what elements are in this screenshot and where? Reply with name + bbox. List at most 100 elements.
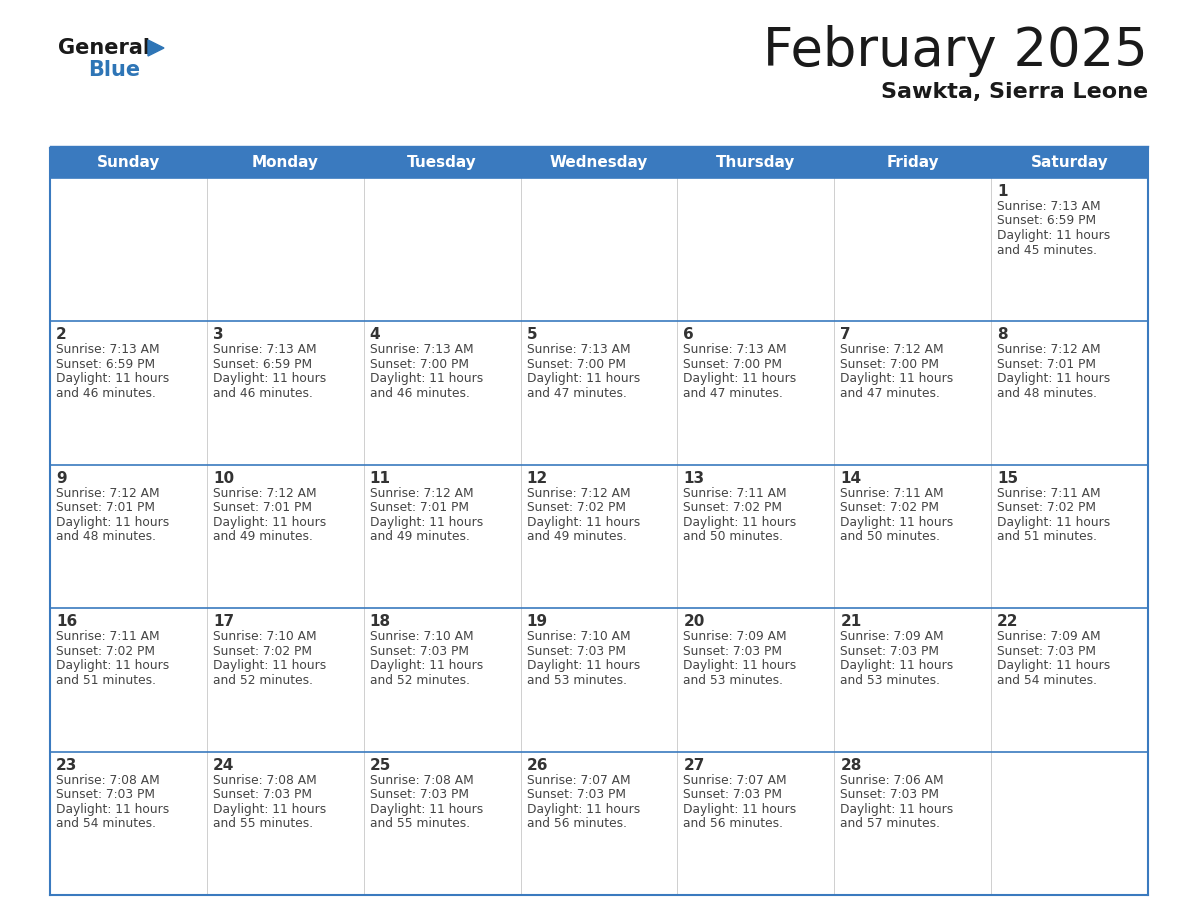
Text: Sunrise: 7:10 AM: Sunrise: 7:10 AM	[369, 630, 473, 644]
Text: and 46 minutes.: and 46 minutes.	[56, 386, 156, 400]
Text: 7: 7	[840, 328, 851, 342]
Text: Daylight: 11 hours: Daylight: 11 hours	[683, 373, 797, 386]
Text: Sunset: 7:03 PM: Sunset: 7:03 PM	[213, 788, 312, 801]
Text: Sunset: 6:59 PM: Sunset: 6:59 PM	[997, 215, 1097, 228]
Text: Daylight: 11 hours: Daylight: 11 hours	[56, 659, 169, 672]
Text: and 52 minutes.: and 52 minutes.	[213, 674, 312, 687]
Text: 17: 17	[213, 614, 234, 629]
Text: Daylight: 11 hours: Daylight: 11 hours	[526, 516, 640, 529]
Text: Daylight: 11 hours: Daylight: 11 hours	[56, 516, 169, 529]
Text: Sunset: 7:03 PM: Sunset: 7:03 PM	[369, 788, 469, 801]
Text: and 57 minutes.: and 57 minutes.	[840, 817, 940, 830]
Text: 16: 16	[56, 614, 77, 629]
Bar	[50, 178, 1148, 895]
Text: Sunrise: 7:06 AM: Sunrise: 7:06 AM	[840, 774, 944, 787]
Text: Daylight: 11 hours: Daylight: 11 hours	[683, 802, 797, 815]
Text: Sunrise: 7:13 AM: Sunrise: 7:13 AM	[526, 343, 630, 356]
Text: Sunrise: 7:08 AM: Sunrise: 7:08 AM	[213, 774, 317, 787]
Text: 9: 9	[56, 471, 67, 486]
Text: Daylight: 11 hours: Daylight: 11 hours	[997, 373, 1111, 386]
Text: Sunrise: 7:09 AM: Sunrise: 7:09 AM	[840, 630, 944, 644]
Text: 23: 23	[56, 757, 77, 773]
Text: Sunset: 7:03 PM: Sunset: 7:03 PM	[683, 788, 783, 801]
Text: Sunset: 7:02 PM: Sunset: 7:02 PM	[526, 501, 626, 514]
Text: Daylight: 11 hours: Daylight: 11 hours	[526, 659, 640, 672]
Text: Sunrise: 7:11 AM: Sunrise: 7:11 AM	[840, 487, 944, 499]
Text: Sunrise: 7:12 AM: Sunrise: 7:12 AM	[526, 487, 630, 499]
Text: Sunrise: 7:08 AM: Sunrise: 7:08 AM	[56, 774, 159, 787]
Text: Sunset: 7:01 PM: Sunset: 7:01 PM	[56, 501, 154, 514]
Text: Sunrise: 7:09 AM: Sunrise: 7:09 AM	[683, 630, 788, 644]
Text: Sunrise: 7:13 AM: Sunrise: 7:13 AM	[213, 343, 316, 356]
Text: Sunrise: 7:13 AM: Sunrise: 7:13 AM	[997, 200, 1101, 213]
Text: Sunrise: 7:11 AM: Sunrise: 7:11 AM	[997, 487, 1101, 499]
Text: Sunset: 7:02 PM: Sunset: 7:02 PM	[840, 501, 940, 514]
Text: Sunrise: 7:12 AM: Sunrise: 7:12 AM	[840, 343, 944, 356]
Text: Daylight: 11 hours: Daylight: 11 hours	[213, 659, 327, 672]
Text: Daylight: 11 hours: Daylight: 11 hours	[683, 659, 797, 672]
Text: 13: 13	[683, 471, 704, 486]
Text: Sunset: 7:02 PM: Sunset: 7:02 PM	[997, 501, 1097, 514]
Text: and 50 minutes.: and 50 minutes.	[840, 531, 940, 543]
Text: Daylight: 11 hours: Daylight: 11 hours	[840, 373, 954, 386]
Text: and 46 minutes.: and 46 minutes.	[213, 386, 312, 400]
Polygon shape	[148, 40, 164, 56]
Text: Sunset: 7:00 PM: Sunset: 7:00 PM	[369, 358, 469, 371]
Text: and 54 minutes.: and 54 minutes.	[997, 674, 1098, 687]
Text: Sunrise: 7:07 AM: Sunrise: 7:07 AM	[526, 774, 630, 787]
Text: 10: 10	[213, 471, 234, 486]
Text: and 49 minutes.: and 49 minutes.	[526, 531, 626, 543]
Text: Daylight: 11 hours: Daylight: 11 hours	[997, 229, 1111, 242]
Text: Monday: Monday	[252, 155, 318, 171]
Text: Daylight: 11 hours: Daylight: 11 hours	[369, 373, 484, 386]
Text: 8: 8	[997, 328, 1007, 342]
Text: and 45 minutes.: and 45 minutes.	[997, 243, 1098, 256]
Text: Daylight: 11 hours: Daylight: 11 hours	[997, 516, 1111, 529]
Text: Sunrise: 7:09 AM: Sunrise: 7:09 AM	[997, 630, 1101, 644]
Text: 15: 15	[997, 471, 1018, 486]
Text: 28: 28	[840, 757, 861, 773]
Text: Sunset: 7:03 PM: Sunset: 7:03 PM	[840, 788, 940, 801]
Text: Sunrise: 7:11 AM: Sunrise: 7:11 AM	[683, 487, 788, 499]
Text: and 47 minutes.: and 47 minutes.	[840, 386, 940, 400]
Text: General: General	[58, 38, 150, 58]
Text: Sunset: 7:03 PM: Sunset: 7:03 PM	[683, 644, 783, 657]
Text: 4: 4	[369, 328, 380, 342]
Text: Daylight: 11 hours: Daylight: 11 hours	[840, 659, 954, 672]
Text: Daylight: 11 hours: Daylight: 11 hours	[840, 802, 954, 815]
Text: Daylight: 11 hours: Daylight: 11 hours	[683, 516, 797, 529]
Text: Daylight: 11 hours: Daylight: 11 hours	[526, 373, 640, 386]
Text: Sunrise: 7:13 AM: Sunrise: 7:13 AM	[683, 343, 788, 356]
Text: 11: 11	[369, 471, 391, 486]
Text: Daylight: 11 hours: Daylight: 11 hours	[369, 802, 484, 815]
Text: 22: 22	[997, 614, 1018, 629]
Text: 1: 1	[997, 184, 1007, 199]
Text: 18: 18	[369, 614, 391, 629]
Text: and 52 minutes.: and 52 minutes.	[369, 674, 469, 687]
Text: Daylight: 11 hours: Daylight: 11 hours	[213, 373, 327, 386]
Text: and 55 minutes.: and 55 minutes.	[369, 817, 469, 830]
Text: February 2025: February 2025	[763, 25, 1148, 77]
Text: and 53 minutes.: and 53 minutes.	[526, 674, 626, 687]
Text: and 46 minutes.: and 46 minutes.	[369, 386, 469, 400]
Text: Sunrise: 7:08 AM: Sunrise: 7:08 AM	[369, 774, 474, 787]
Text: and 53 minutes.: and 53 minutes.	[840, 674, 940, 687]
Text: Daylight: 11 hours: Daylight: 11 hours	[56, 373, 169, 386]
Text: Sunrise: 7:12 AM: Sunrise: 7:12 AM	[56, 487, 159, 499]
Text: Daylight: 11 hours: Daylight: 11 hours	[369, 516, 484, 529]
Text: 20: 20	[683, 614, 704, 629]
Text: 14: 14	[840, 471, 861, 486]
Text: Sunrise: 7:12 AM: Sunrise: 7:12 AM	[369, 487, 473, 499]
Text: Daylight: 11 hours: Daylight: 11 hours	[213, 516, 327, 529]
Text: 27: 27	[683, 757, 704, 773]
Text: and 56 minutes.: and 56 minutes.	[526, 817, 626, 830]
Text: Sunrise: 7:07 AM: Sunrise: 7:07 AM	[683, 774, 788, 787]
Text: and 50 minutes.: and 50 minutes.	[683, 531, 783, 543]
Text: and 51 minutes.: and 51 minutes.	[56, 674, 156, 687]
Text: and 49 minutes.: and 49 minutes.	[213, 531, 312, 543]
Text: Sunset: 7:03 PM: Sunset: 7:03 PM	[526, 644, 626, 657]
Text: Wednesday: Wednesday	[550, 155, 649, 171]
Text: Tuesday: Tuesday	[407, 155, 478, 171]
Text: Sunset: 7:01 PM: Sunset: 7:01 PM	[369, 501, 469, 514]
Text: Sunset: 7:00 PM: Sunset: 7:00 PM	[840, 358, 940, 371]
